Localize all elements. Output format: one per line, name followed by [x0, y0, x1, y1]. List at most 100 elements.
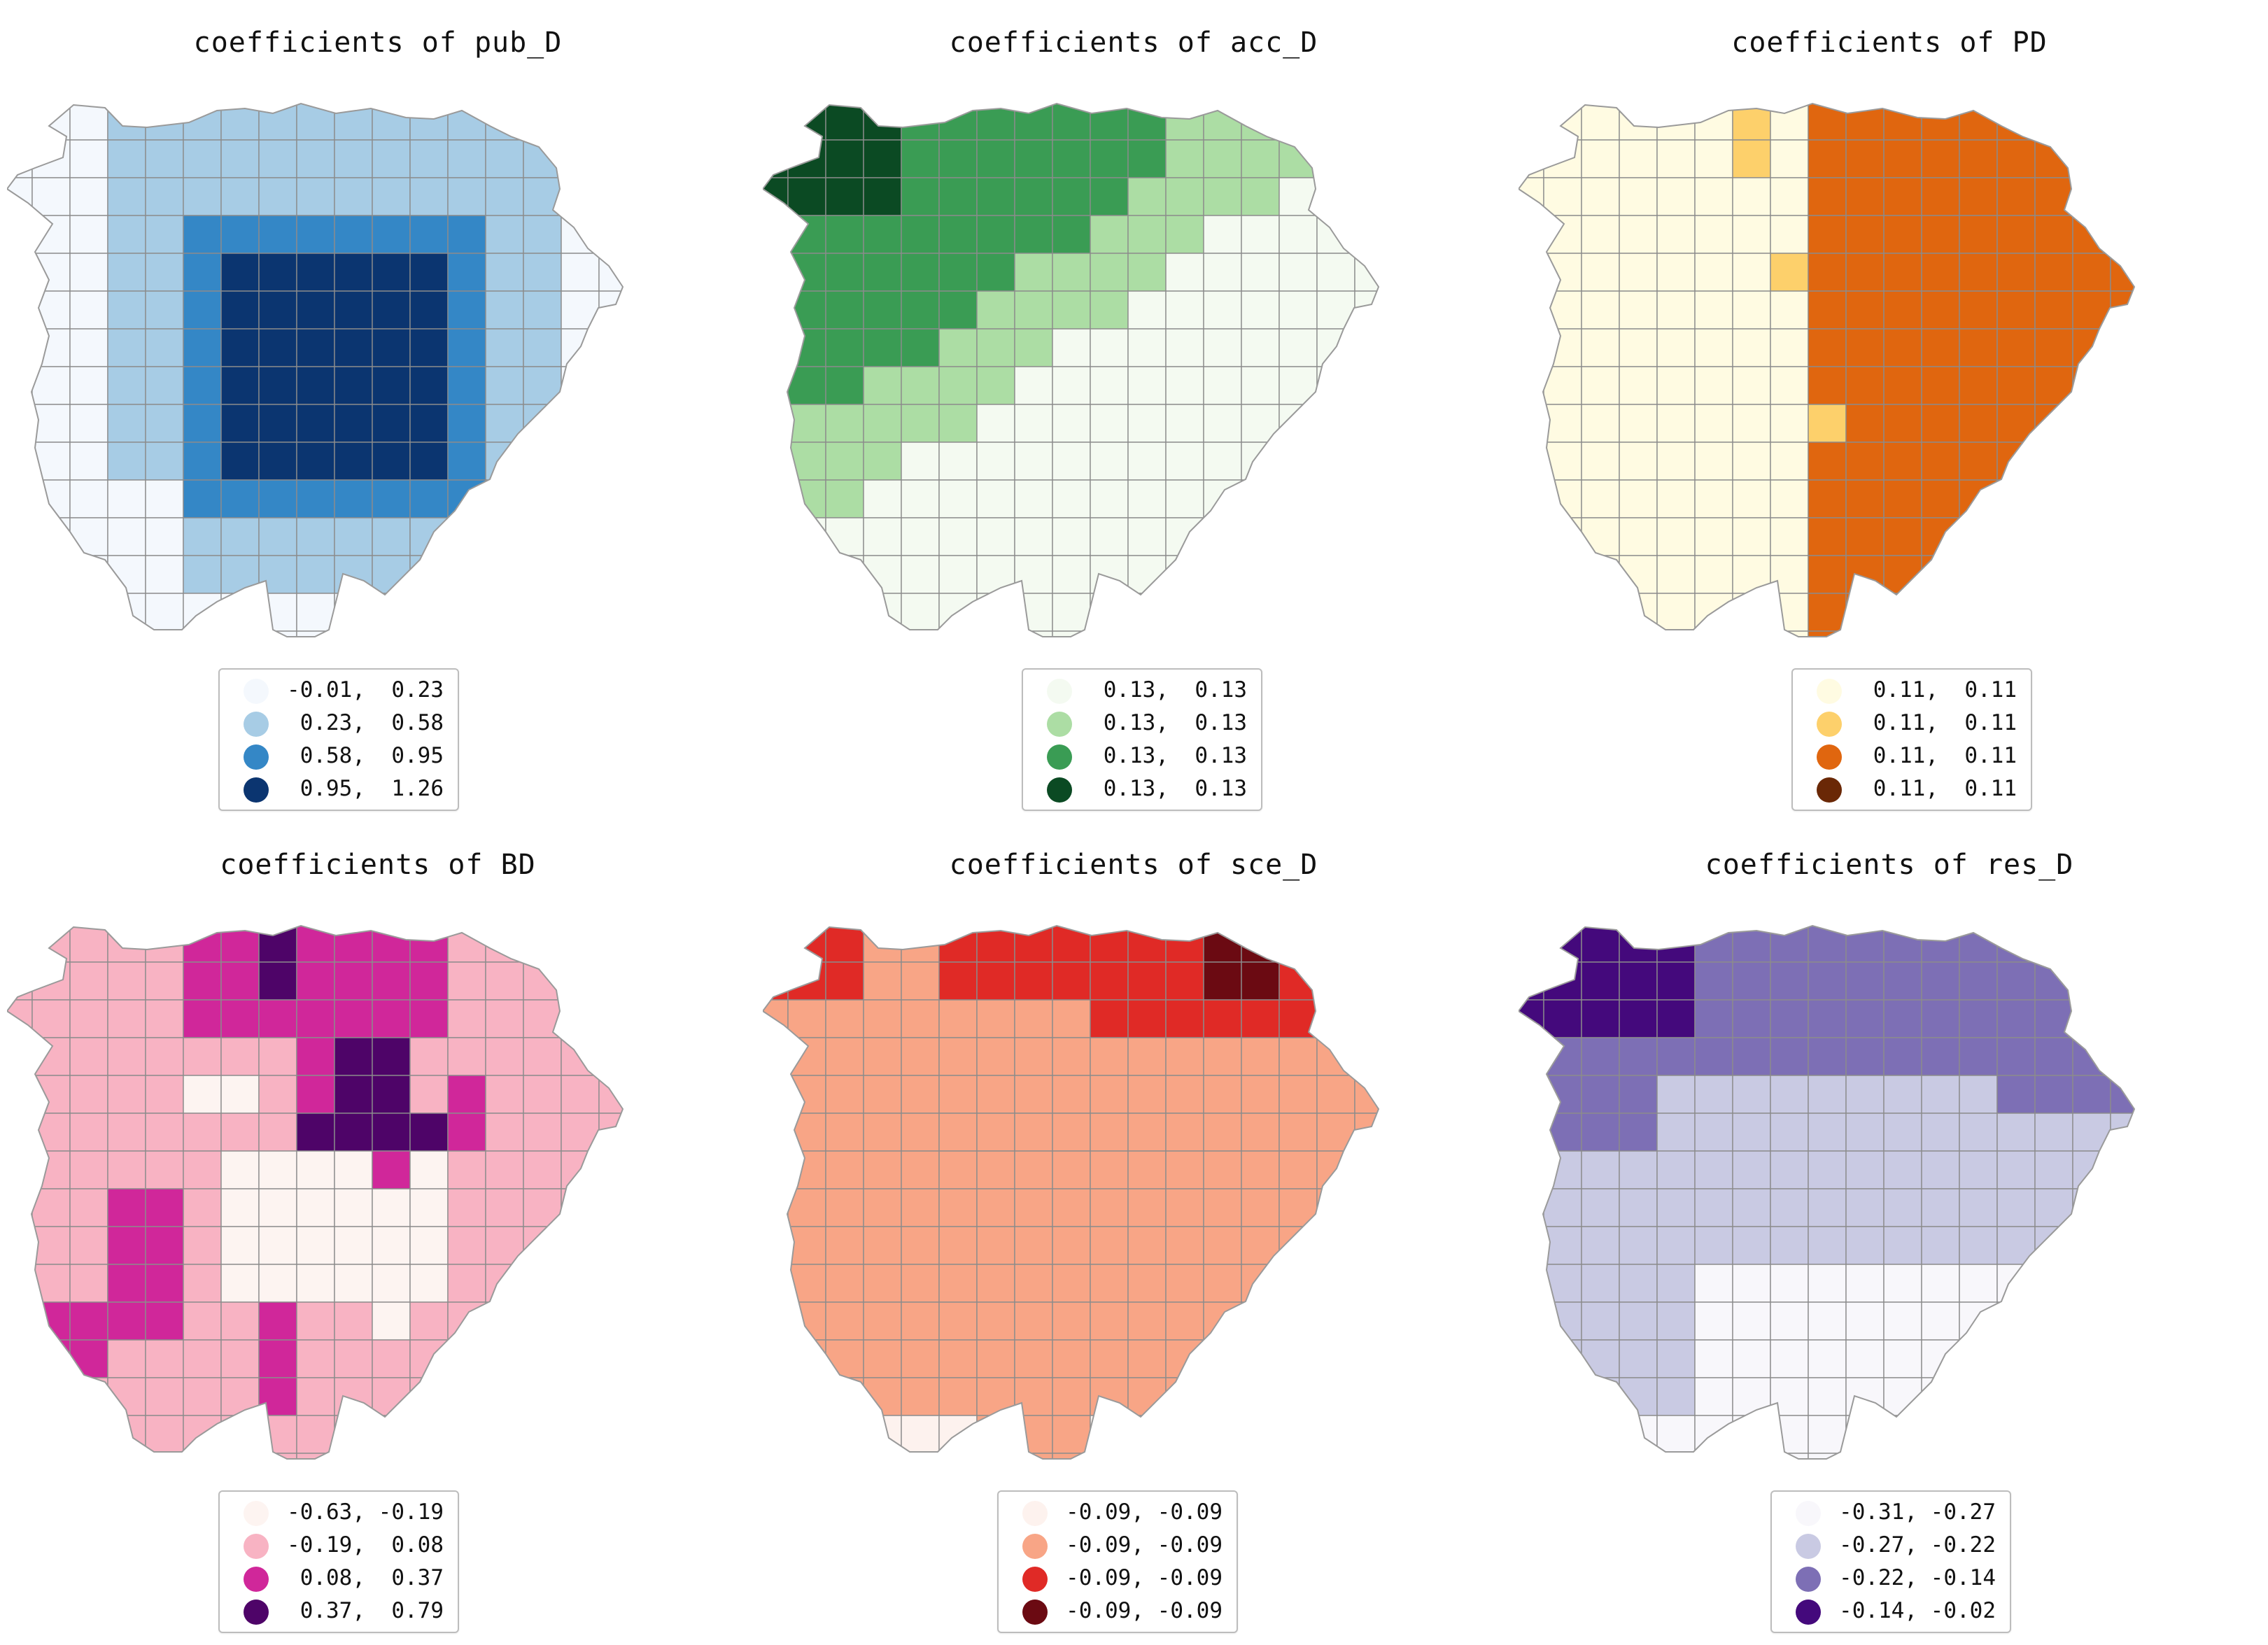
grid-cell	[220, 1075, 260, 1114]
legend-label: -0.27, -0.22	[1839, 1532, 1996, 1558]
grid-cell	[976, 961, 1015, 1001]
grid-cell	[1694, 215, 1733, 254]
grid-cell	[901, 328, 940, 367]
grid-cell	[1770, 215, 1809, 254]
grid-cell	[1127, 442, 1167, 481]
grid-cell	[1656, 1226, 1696, 1265]
grid-cell	[1354, 593, 1379, 632]
grid-cell	[1090, 1188, 1129, 1227]
grid-cell	[220, 1113, 260, 1152]
grid-cell	[1770, 517, 1809, 556]
grid-cell	[1694, 479, 1733, 518]
grid-cell	[863, 961, 902, 1001]
grid-cell	[675, 1453, 707, 1491]
grid-cell	[1581, 1037, 1620, 1076]
grid-cell	[1883, 215, 1922, 254]
grid-cell	[1241, 1415, 1280, 1454]
grid-cell	[334, 1037, 373, 1076]
grid-cell	[1165, 177, 1204, 216]
grid-cell	[2148, 329, 2186, 367]
grid-cell	[220, 1226, 260, 1265]
grid-cell	[107, 517, 146, 556]
grid-cell	[2186, 1075, 2218, 1113]
grid-cell	[1316, 1075, 1355, 1114]
grid-cell	[7, 1075, 33, 1114]
grid-cell	[1959, 1075, 1998, 1114]
grid-cell	[976, 926, 1015, 963]
grid-cell	[409, 555, 449, 594]
grid-cell	[1052, 1150, 1091, 1189]
legend-entry: 0.13, 0.13	[1023, 740, 1261, 772]
grid-cell	[183, 1113, 222, 1152]
grid-cell	[409, 366, 449, 405]
grid-cell	[1241, 328, 1280, 367]
grid-cell	[1127, 1339, 1167, 1378]
grid-cell	[901, 1264, 940, 1303]
grid-cell	[1165, 926, 1204, 963]
grid-cell	[334, 1075, 373, 1114]
city-boundary	[763, 102, 1380, 637]
grid-cell	[938, 1453, 978, 1459]
grid-cell	[637, 631, 675, 669]
grid-cell	[1959, 1188, 1998, 1227]
grid-cell	[2148, 216, 2186, 253]
grid-cell	[1996, 926, 2036, 963]
grid-cell	[486, 1491, 523, 1494]
grid-cell	[1808, 1301, 1847, 1341]
grid-cell	[2148, 140, 2186, 178]
grid-cell	[787, 630, 826, 637]
grid-cell	[372, 1453, 411, 1459]
grid-cell	[69, 1339, 108, 1378]
grid-cell	[901, 404, 940, 443]
grid-cell	[1354, 1150, 1379, 1189]
grid-cell	[939, 669, 977, 672]
legend-swatch	[1047, 712, 1072, 737]
grid-cell	[938, 328, 978, 367]
grid-cell	[258, 215, 297, 254]
grid-cell	[598, 961, 623, 1001]
grid-cell	[598, 253, 623, 292]
grid-cell	[409, 442, 449, 481]
grid-cell	[1656, 215, 1696, 254]
grid-cell	[69, 366, 108, 405]
grid-cell	[1430, 140, 1463, 178]
legend-entry: -0.09, -0.09	[999, 1529, 1237, 1562]
grid-cell	[1656, 1075, 1696, 1114]
grid-cell	[825, 215, 864, 254]
grid-cell	[976, 366, 1015, 405]
grid-cell	[409, 961, 449, 1001]
grid-cell	[938, 404, 978, 443]
grid-cell	[2072, 479, 2111, 518]
grid-cell	[1519, 1188, 1544, 1227]
grid-cell	[1921, 1188, 1960, 1227]
grid-cell	[2034, 479, 2073, 518]
grid-cell	[1241, 555, 1280, 594]
grid-cell	[675, 253, 707, 291]
legend-label: -0.01, 0.23	[287, 677, 444, 703]
grid-cell	[1203, 1150, 1242, 1189]
grid-cell	[1014, 1150, 1053, 1189]
grid-cell	[334, 1339, 373, 1378]
grid-cell	[1959, 630, 1998, 637]
grid-cell	[901, 1301, 940, 1341]
grid-cell	[2072, 139, 2111, 178]
grid-cell	[2186, 1340, 2218, 1378]
legend-entry: 0.13, 0.13	[1023, 772, 1261, 805]
grid-cell	[2034, 215, 2073, 254]
grid-cell	[1543, 104, 1582, 141]
grid-cell	[1732, 215, 1771, 254]
grid-cell	[1996, 961, 2036, 1001]
grid-cell	[637, 1264, 675, 1302]
legend-label: -0.31, -0.27	[1839, 1499, 1996, 1525]
grid-cell	[1770, 290, 1809, 330]
grid-cell	[2186, 1227, 2218, 1264]
grid-cell	[2072, 1415, 2111, 1454]
grid-cell	[1279, 669, 1317, 672]
grid-cell	[598, 517, 623, 556]
grid-cell	[1519, 215, 1544, 254]
grid-cell	[1203, 442, 1242, 481]
grid-cell	[1014, 290, 1053, 330]
grid-cell	[1845, 139, 1885, 178]
grid-cell	[863, 1037, 902, 1076]
grid-cell	[2073, 669, 2111, 672]
